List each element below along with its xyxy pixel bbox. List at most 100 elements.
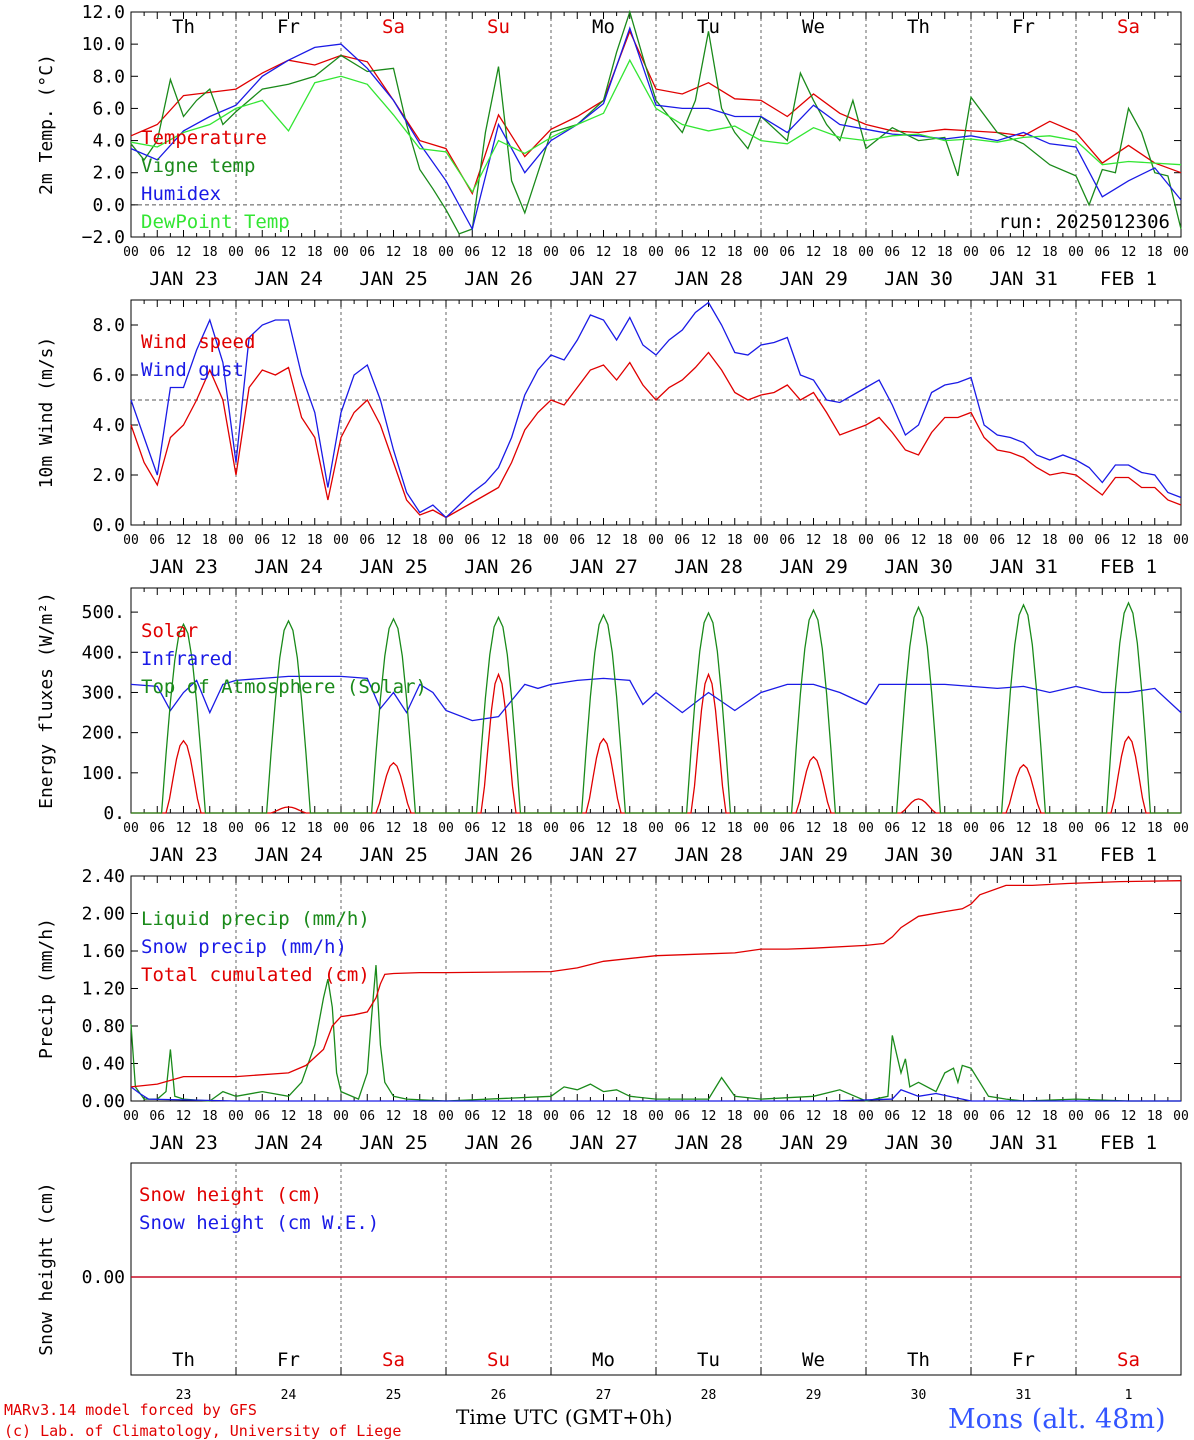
hour-tick-label: 06 xyxy=(149,1109,165,1124)
hour-tick-label: 06 xyxy=(359,533,375,548)
y-tick-label: 2.40 xyxy=(82,866,125,887)
hour-tick-label: 00 xyxy=(228,821,244,836)
hour-tick-label: 00 xyxy=(1068,821,1084,836)
date-label: FEB 1 xyxy=(1100,556,1157,578)
hour-tick-label: 06 xyxy=(989,821,1005,836)
hour-tick-label: 12 xyxy=(701,533,717,548)
legend-entry: Humidex xyxy=(141,183,221,205)
y-tick-label: 1.60 xyxy=(82,941,125,962)
series-snow-precip-mm-h- xyxy=(130,1086,1181,1102)
y-tick-label: 2.00 xyxy=(82,904,125,925)
hour-tick-label: 00 xyxy=(858,1109,874,1124)
series-top-of-atmosphere-solar- xyxy=(131,601,1181,814)
date-label: FEB 1 xyxy=(1100,844,1157,866)
date-label: JAN 26 xyxy=(464,1132,533,1154)
hour-tick-label: 12 xyxy=(176,533,192,548)
hour-tick-label: 00 xyxy=(963,245,979,260)
hour-tick-label: 00 xyxy=(123,1109,139,1124)
hour-tick-label: 18 xyxy=(202,245,218,260)
site-label: Mons (alt. 48m) xyxy=(948,1404,1166,1435)
y-tick-label: −2.0 xyxy=(82,227,125,248)
day-number-label: 23 xyxy=(176,1388,192,1403)
weekday-label: We xyxy=(802,16,825,38)
date-label: JAN 31 xyxy=(989,268,1058,290)
hour-tick-label: 18 xyxy=(202,821,218,836)
date-label: JAN 24 xyxy=(254,844,323,866)
hour-tick-label: 12 xyxy=(281,245,297,260)
y-axis-title: Snow height (cm) xyxy=(36,1182,57,1355)
date-label: JAN 24 xyxy=(254,268,323,290)
date-label: JAN 26 xyxy=(464,268,533,290)
hour-tick-label: 06 xyxy=(779,533,795,548)
hour-tick-label: 06 xyxy=(884,245,900,260)
hour-tick-label: 12 xyxy=(491,245,507,260)
series-infrared xyxy=(130,675,1182,722)
run-annotation: run: 2025012306 xyxy=(998,211,1170,233)
hour-tick-label: 12 xyxy=(1121,1109,1137,1124)
hour-tick-label: 18 xyxy=(832,1109,848,1124)
hour-tick-label: 06 xyxy=(1094,245,1110,260)
panel-wind: 8.0 6.0 4.0 2.0 0.0 10m Wind (m/s) Wind speed W… xyxy=(36,299,1189,578)
hour-tick-label: 00 xyxy=(543,821,559,836)
hour-tick-label: 00 xyxy=(963,533,979,548)
hour-tick-label: 18 xyxy=(202,1109,218,1124)
legend-entry: DewPoint Temp xyxy=(141,211,290,233)
y-tick-label: 0.00 xyxy=(82,1267,125,1288)
hour-tick-label: 00 xyxy=(1068,1109,1084,1124)
y-tick-label: 6.0 xyxy=(92,365,125,386)
hour-tick-label: 12 xyxy=(596,533,612,548)
plot-frame xyxy=(130,299,1182,526)
hour-tick-label: 06 xyxy=(779,821,795,836)
weekday-label: Mo xyxy=(592,1349,615,1371)
hour-tick-label: 00 xyxy=(543,1109,559,1124)
date-label: JAN 28 xyxy=(674,844,743,866)
hour-tick-label: 12 xyxy=(386,1109,402,1124)
y-tick-label: 400. xyxy=(82,642,125,663)
weekday-label: Sa xyxy=(1117,16,1140,38)
hour-tick-label: 00 xyxy=(648,533,664,548)
hour-tick-label: 06 xyxy=(464,533,480,548)
hour-tick-label: 18 xyxy=(727,1109,743,1124)
hour-tick-label: 18 xyxy=(622,821,638,836)
hour-tick-label: 00 xyxy=(333,1109,349,1124)
hour-tick-label: 18 xyxy=(307,1109,323,1124)
series-dewpoint-temp xyxy=(130,58,1182,194)
weekday-label: Th xyxy=(172,16,195,38)
hour-tick-label: 00 xyxy=(1068,533,1084,548)
hour-tick-label: 00 xyxy=(333,821,349,836)
hour-tick-label: 00 xyxy=(438,821,454,836)
hour-tick-label: 12 xyxy=(176,821,192,836)
hour-tick-label: 18 xyxy=(1042,533,1058,548)
weekday-label: Tu xyxy=(697,16,720,38)
hour-tick-label: 18 xyxy=(727,245,743,260)
hour-tick-label: 00 xyxy=(438,533,454,548)
hour-tick-label: 00 xyxy=(753,533,769,548)
date-label: JAN 30 xyxy=(884,268,953,290)
hour-tick-label: 18 xyxy=(727,821,743,836)
day-number-label: 30 xyxy=(911,1388,927,1403)
date-label: JAN 28 xyxy=(674,268,743,290)
weekday-label: We xyxy=(802,1349,825,1371)
date-label: JAN 25 xyxy=(359,844,428,866)
hour-tick-label: 00 xyxy=(438,1109,454,1124)
hour-tick-label: 12 xyxy=(281,1109,297,1124)
hour-tick-label: 06 xyxy=(1094,1109,1110,1124)
hour-tick-label: 06 xyxy=(149,821,165,836)
hour-tick-label: 00 xyxy=(123,245,139,260)
date-label: JAN 29 xyxy=(779,1132,848,1154)
hour-tick-label: 06 xyxy=(254,821,270,836)
hour-tick-label: 00 xyxy=(1173,821,1189,836)
date-label: JAN 31 xyxy=(989,1132,1058,1154)
hour-tick-label: 00 xyxy=(228,533,244,548)
panel-flux: 500. 400. 300. 200. 100. 0. Energy fluxes (W/m… xyxy=(36,587,1189,866)
hour-tick-label: 06 xyxy=(569,1109,585,1124)
hour-tick-label: 18 xyxy=(517,1109,533,1124)
hour-tick-label: 18 xyxy=(1147,1109,1163,1124)
y-tick-label: 0.0 xyxy=(92,195,125,216)
weekday-label: Sa xyxy=(382,16,405,38)
weekday-label: Fr xyxy=(277,16,300,38)
hour-tick-label: 06 xyxy=(254,533,270,548)
hour-tick-label: 00 xyxy=(123,821,139,836)
y-tick-label: 100. xyxy=(82,763,125,784)
hour-tick-label: 06 xyxy=(569,821,585,836)
